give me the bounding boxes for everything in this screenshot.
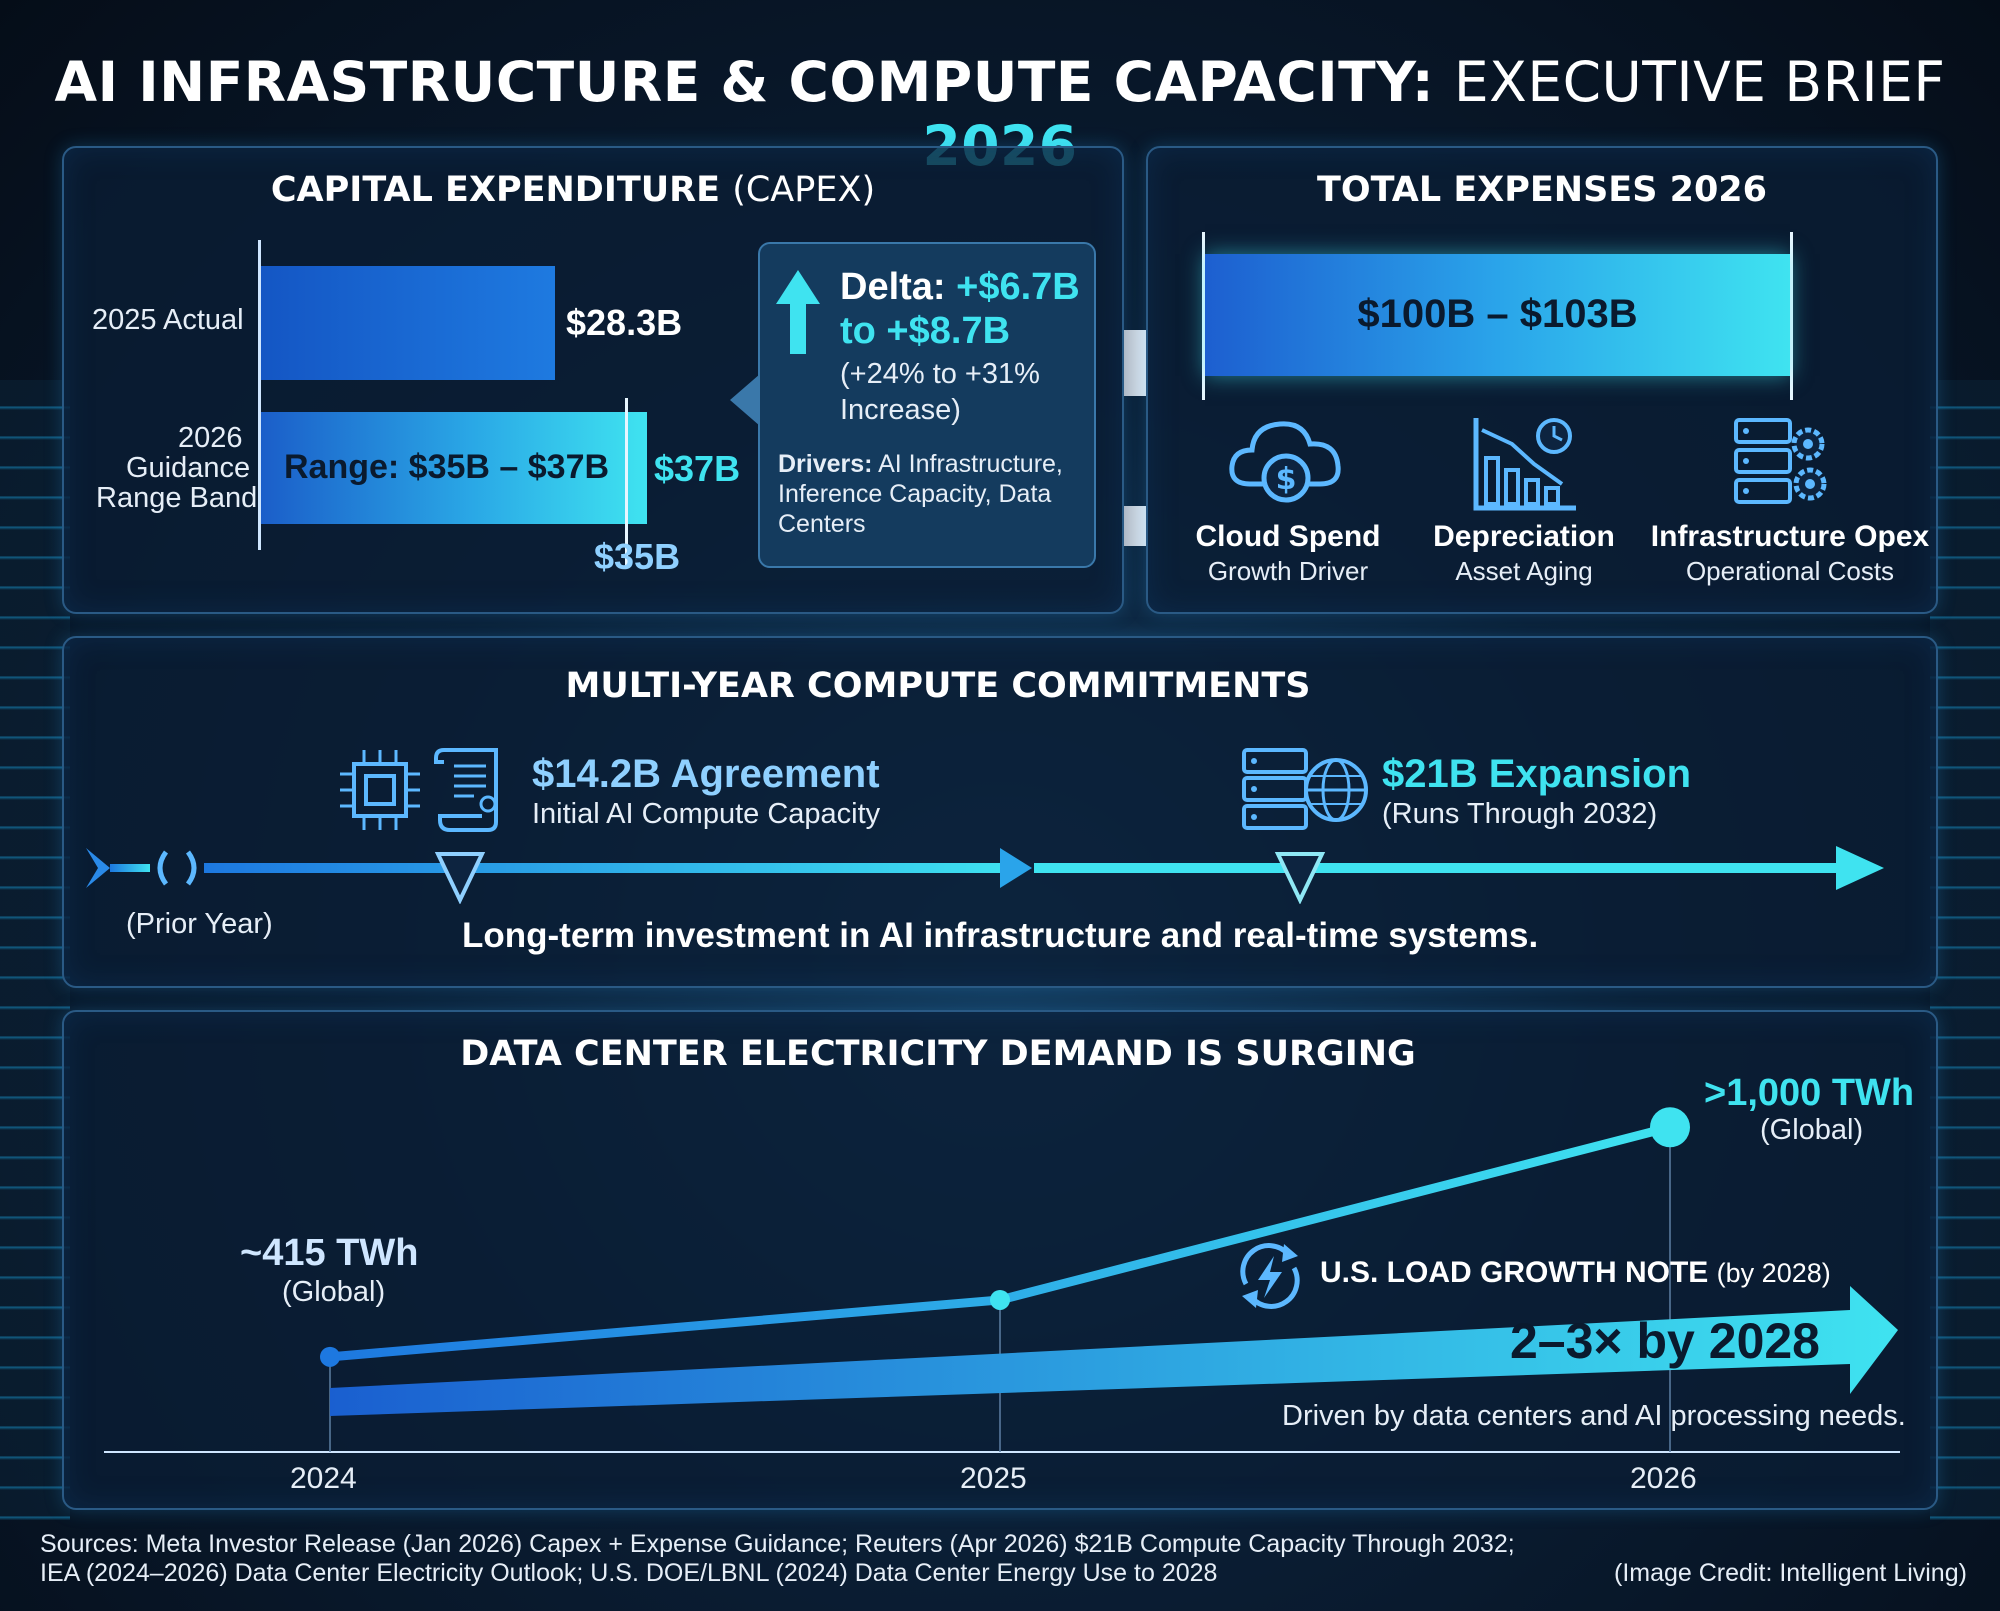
capex-2025-value: $28.3B [566, 302, 683, 343]
delta-callout: Delta: +$6.7B to +$8.7B (+24% to +31% In… [730, 242, 1096, 568]
infra-opex-sub: Operational Costs [1685, 556, 1895, 586]
total-bar-left-tick [1202, 232, 1205, 400]
capex-title: CAPITAL EXPENDITURE (CAPEX) [270, 170, 876, 210]
panel-connector-top [1124, 330, 1146, 396]
chip-icon [340, 750, 420, 830]
start-sub: (Global) [282, 1276, 386, 1308]
cloud-spend-label: Cloud Spend [1195, 520, 1381, 553]
growth-value: 2–3× by 2028 [1510, 1313, 1820, 1369]
capex-row-2025-label: 2025 Actual [92, 304, 244, 336]
svg-text:$: $ [1276, 462, 1297, 497]
start-value: ~415 TWh [240, 1232, 419, 1274]
x-label-2025: 2025 [960, 1462, 1027, 1495]
total-bar-right-tick [1790, 232, 1793, 400]
growth-wedge-arrow [330, 1286, 1898, 1416]
drivers-line-2: Inference Capacity, Data [778, 480, 1052, 508]
total-expenses-panel: TOTAL EXPENSES 2026 $100B – $103B $ Clou… [1146, 146, 1938, 614]
depreciation-sub: Asset Aging [1455, 556, 1593, 586]
electricity-title: DATA CENTER ELECTRICITY DEMAND IS SURGIN… [460, 1034, 1416, 1074]
cloud-dollar-icon: $ [1229, 421, 1341, 503]
drivers-line-1: Drivers: AI Infrastructure, [778, 450, 1063, 478]
background-server-rack-right [1930, 380, 2000, 1520]
electricity-point-2026 [1650, 1107, 1690, 1148]
page-title: AI INFRASTRUCTURE & COMPUTE CAPACITY: EX… [54, 50, 1946, 178]
capex-low-value: $35B [594, 536, 681, 577]
prior-year-label: (Prior Year) [126, 908, 273, 940]
growth-sub: Driven by data centers and AI processing… [1282, 1400, 1906, 1432]
power-refresh-icon [1240, 1243, 1300, 1309]
agreement-value: $14.2B Agreement [532, 752, 880, 796]
electricity-point-2024 [320, 1346, 340, 1367]
capex-row-2026-label-2: Guidance [126, 452, 251, 484]
sources-line-1: Sources: Meta Investor Release (Jan 2026… [40, 1530, 1515, 1558]
server-gears-icon [1734, 418, 1827, 504]
total-expenses-title: TOTAL EXPENSES 2026 [1316, 170, 1768, 210]
agreement-sub: Initial AI Compute Capacity [532, 798, 881, 830]
delta-pct-2: Increase) [840, 394, 961, 426]
up-arrow-icon [776, 270, 820, 354]
expansion-value: $21B Expansion [1382, 752, 1692, 796]
capex-bar-2025 [261, 266, 555, 380]
expansion-sub: (Runs Through 2032) [1382, 798, 1658, 830]
note-title: U.S. LOAD GROWTH NOTE (by 2028) [1320, 1256, 1831, 1289]
total-expenses-bar [1205, 254, 1790, 376]
delta-title: Delta: +$6.7B [840, 266, 1080, 308]
capex-panel: CAPITAL EXPENDITURE (CAPEX) 2025 Actual … [62, 146, 1124, 614]
server-globe-icon [1242, 748, 1368, 830]
capex-range-marker [625, 398, 628, 568]
commitments-panel: MULTI-YEAR COMPUTE COMMITMENTS $14.2B Ag… [62, 636, 1938, 988]
capex-bar-2026-range [261, 412, 647, 524]
depreciation-label: Depreciation [1433, 520, 1615, 553]
capex-range-text: Range: $35B – $37B [284, 448, 610, 486]
delta-value-2: to +$8.7B [840, 310, 1011, 352]
electricity-panel: DATA CENTER ELECTRICITY DEMAND IS SURGIN… [62, 1010, 1938, 1510]
image-credit: (Image Credit: Intelligent Living) [1614, 1559, 1967, 1587]
capex-axis [258, 240, 261, 550]
infra-opex-label: Infrastructure Opex [1650, 520, 1930, 553]
commitments-tagline: Long-term investment in AI infrastructur… [462, 916, 1539, 955]
total-expenses-range: $100B – $103B [1357, 292, 1638, 336]
electricity-chart [104, 1107, 1900, 1453]
commitments-title: MULTI-YEAR COMPUTE COMMITMENTS [565, 666, 1311, 706]
depreciation-chart-icon [1473, 418, 1576, 511]
drivers-line-3: Centers [778, 510, 866, 538]
end-value: >1,000 TWh [1704, 1072, 1915, 1114]
electricity-point-2025 [990, 1289, 1010, 1310]
contract-scroll-icon [434, 748, 498, 832]
capex-row-2026-label-3: Range Band [96, 482, 258, 514]
capex-row-2026-label-1: 2026 [178, 422, 243, 454]
panel-connector-bottom [1124, 506, 1146, 546]
sources-line-2: IEA (2024–2026) Data Center Electricity … [40, 1559, 1218, 1587]
x-label-2024: 2024 [290, 1462, 357, 1495]
delta-callout-pointer [730, 374, 760, 426]
cloud-spend-sub: Growth Driver [1207, 556, 1369, 586]
end-sub: (Global) [1760, 1114, 1864, 1146]
x-label-2026: 2026 [1630, 1462, 1697, 1495]
commitment-timeline [86, 846, 1884, 904]
delta-pct-1: (+24% to +31% [840, 358, 1040, 390]
capex-high-value: $37B [654, 448, 741, 489]
background-server-rack-left [0, 380, 70, 1520]
